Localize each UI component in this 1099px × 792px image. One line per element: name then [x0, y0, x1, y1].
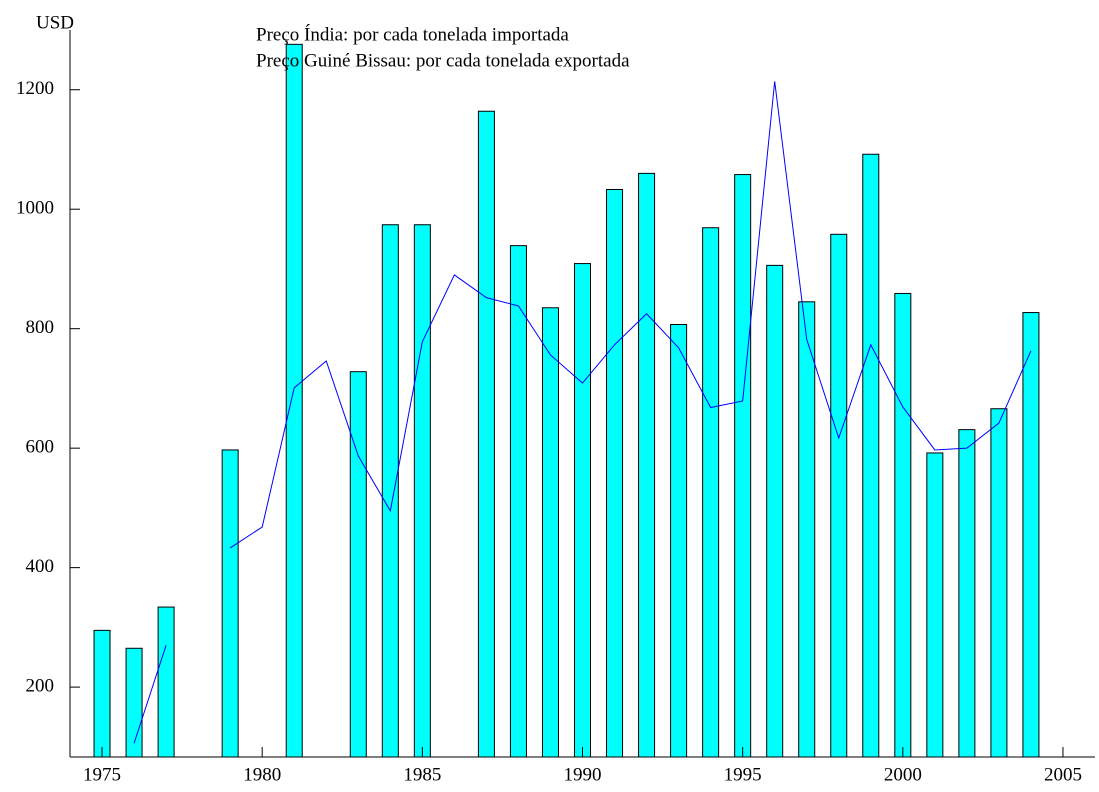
bar — [221, 449, 239, 758]
bar — [477, 110, 495, 758]
y-tick-label: 400 — [26, 556, 55, 577]
y-tick-label: 1200 — [16, 78, 54, 99]
bar — [926, 452, 944, 758]
bar — [990, 408, 1008, 758]
bar — [541, 307, 559, 758]
y-tick-label: 1000 — [16, 198, 54, 219]
bar — [125, 647, 143, 758]
bar — [830, 233, 848, 758]
bar — [1022, 312, 1040, 758]
x-tick-label: 1990 — [564, 764, 602, 785]
x-tick-label: 2000 — [884, 764, 922, 785]
bar — [766, 264, 784, 758]
bar — [862, 153, 880, 758]
x-tick-label: 1975 — [83, 764, 121, 785]
bar — [93, 629, 111, 758]
bar — [349, 371, 367, 758]
bar — [413, 224, 431, 758]
bar — [606, 188, 624, 758]
bar — [734, 174, 752, 758]
y-tick-label: 600 — [26, 437, 55, 458]
bar — [573, 263, 592, 758]
y-tick-label: 200 — [26, 675, 55, 696]
bar — [285, 43, 303, 758]
x-tick-label: 2005 — [1044, 764, 1082, 785]
legend-entry: Preço Índia: por cada tonelada importada — [256, 23, 569, 45]
y-axis-label: USD — [36, 12, 74, 33]
line — [133, 81, 1032, 744]
bar — [638, 172, 656, 758]
x-tick-label: 1980 — [243, 764, 281, 785]
bar — [894, 292, 912, 758]
bar — [958, 429, 976, 758]
bar — [798, 301, 816, 758]
bar — [381, 224, 399, 758]
bar — [157, 606, 175, 758]
bar — [670, 324, 688, 758]
x-tick-label: 1985 — [403, 764, 441, 785]
bar — [702, 227, 720, 758]
legend-entry: Preço Guiné Bissau: por cada tonelada ex… — [256, 50, 630, 71]
bar — [509, 245, 527, 758]
y-tick-label: 800 — [26, 317, 55, 338]
x-tick-label: 1995 — [724, 764, 762, 785]
